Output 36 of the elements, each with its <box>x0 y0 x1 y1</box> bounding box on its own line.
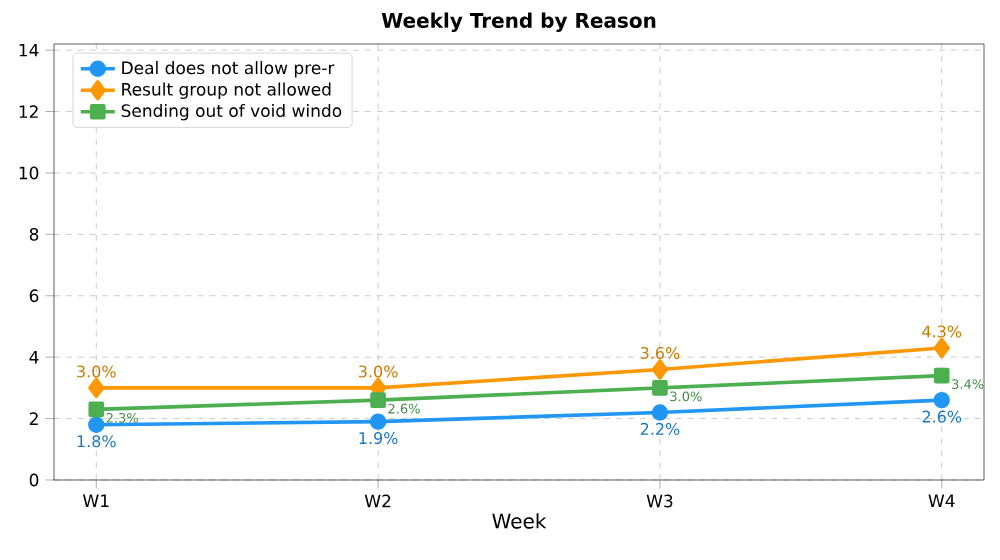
chart-title: Weekly Trend by Reason <box>381 12 656 32</box>
y-tick-label: 0 <box>29 473 39 487</box>
y-tick-label: 8 <box>29 227 39 241</box>
legend-label: Deal does not allow pre-r <box>122 61 335 78</box>
data-label: 1.8% <box>77 435 116 448</box>
point <box>651 404 669 421</box>
point <box>88 401 105 418</box>
point <box>652 380 668 396</box>
y-tick-label: 12 <box>19 105 38 118</box>
x-tick-label: W2 <box>364 494 391 508</box>
legend-label: Sending out of void windo <box>121 103 342 121</box>
data-label: 2.6% <box>922 410 962 423</box>
point <box>933 337 950 359</box>
point <box>933 391 950 409</box>
data-label: 4.3% <box>922 325 962 338</box>
x-axis-title: Week <box>492 513 547 529</box>
data-label: 2.2% <box>640 422 680 435</box>
data-label: 3.0% <box>77 365 116 378</box>
point <box>651 359 669 380</box>
x-tick-label: W1 <box>83 494 109 507</box>
point <box>88 377 105 399</box>
point <box>369 413 387 430</box>
data-label: 1.9% <box>359 432 398 445</box>
data-label: 3.0% <box>358 365 398 378</box>
x-tick-label: W4 <box>928 494 955 507</box>
point <box>933 367 950 384</box>
point <box>88 416 105 433</box>
x-tick-label: W3 <box>646 494 673 508</box>
y-tick-label: 4 <box>29 350 39 364</box>
y-tick-label: 10 <box>19 166 39 180</box>
point <box>370 392 386 408</box>
data-label: 3.6% <box>640 346 680 360</box>
legend-label: Result group not allowed <box>122 82 331 99</box>
y-tick-label: 14 <box>19 43 39 57</box>
y-tick-label: 2 <box>29 412 38 425</box>
y-tick-label: 6 <box>29 289 39 303</box>
